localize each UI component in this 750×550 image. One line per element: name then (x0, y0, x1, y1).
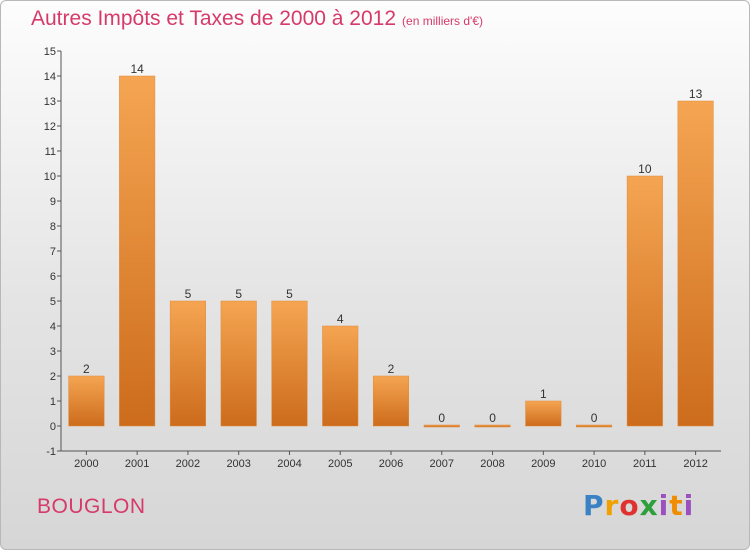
x-tick-label: 2008 (480, 458, 504, 470)
data-label: 4 (337, 312, 344, 326)
data-label: 5 (286, 287, 293, 301)
x-tick-label: 2006 (379, 458, 403, 470)
x-tick-label: 2002 (176, 458, 200, 470)
x-tick-label: 2012 (683, 458, 707, 470)
x-tick-label: 2005 (328, 458, 352, 470)
bar-2008 (474, 424, 511, 428)
data-label: 10 (638, 162, 652, 176)
y-tick-label: 15 (44, 46, 56, 58)
data-label: 14 (130, 62, 144, 76)
bar-2006 (372, 375, 410, 427)
bar-2012 (677, 100, 714, 427)
y-tick-label: 13 (44, 96, 56, 108)
chart-bars (68, 75, 714, 428)
bar-2005 (322, 325, 359, 427)
y-tick-label: 0 (50, 421, 56, 433)
x-tick-label: 2000 (74, 458, 98, 470)
y-tick-label: 3 (50, 346, 56, 358)
data-label: 0 (489, 411, 496, 425)
y-tick-label: 6 (50, 271, 56, 283)
x-tick-label: 2011 (633, 458, 657, 470)
x-tick-label: 2009 (531, 458, 555, 470)
y-tick-label: 12 (44, 121, 56, 133)
y-tick-label: 9 (50, 196, 56, 208)
proxiti-logo: Proxiti (583, 489, 695, 522)
data-label: 5 (235, 287, 242, 301)
bar-2009 (525, 400, 562, 427)
y-tick-label: 14 (44, 71, 56, 83)
chart-subtitle: (en milliers d'€) (402, 14, 484, 28)
x-tick-label: 2010 (582, 458, 606, 470)
bar-2004 (271, 300, 308, 427)
y-tick-label: 5 (50, 296, 56, 308)
data-label: 0 (438, 411, 445, 425)
y-tick-label: 10 (44, 171, 56, 183)
bar-2010 (576, 424, 613, 428)
chart-title-text: Autres Impôts et Taxes de 2000 à 2012 (31, 7, 397, 30)
data-label: 0 (591, 411, 598, 425)
chart-title: Autres Impôts et Taxes de 2000 à 2012 (en… (31, 7, 483, 31)
y-tick-label: -1 (46, 446, 56, 458)
y-tick-label: 7 (50, 246, 56, 258)
y-tick-label: 8 (50, 221, 56, 233)
bar-2000 (68, 375, 105, 427)
bar-2001 (119, 75, 156, 427)
bar-2011 (626, 175, 663, 427)
y-tick-label: 2 (50, 371, 56, 383)
data-label: 13 (689, 87, 703, 101)
x-tick-label: 2001 (125, 458, 149, 470)
y-tick-label: 4 (50, 321, 56, 333)
x-tick-label: 2003 (226, 458, 250, 470)
bar-2007 (423, 424, 460, 428)
data-label: 5 (185, 287, 192, 301)
bar-2002 (169, 300, 206, 427)
y-tick-label: 11 (45, 146, 56, 158)
data-label: 2 (388, 362, 395, 376)
location-name: BOUGLON (37, 495, 146, 518)
data-label: 1 (540, 387, 547, 401)
y-tick-label: 1 (50, 396, 56, 408)
x-tick-label: 2007 (430, 458, 454, 470)
bar-2003 (220, 300, 257, 427)
x-tick-label: 2004 (277, 458, 301, 470)
data-label: 2 (83, 362, 90, 376)
